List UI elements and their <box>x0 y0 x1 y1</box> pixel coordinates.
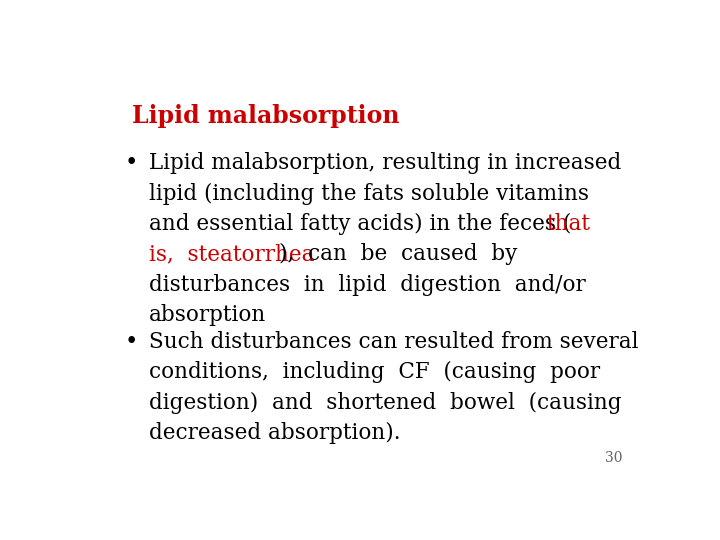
Text: absorption: absorption <box>148 304 266 326</box>
Text: Lipid malabsorption: Lipid malabsorption <box>132 104 400 129</box>
Text: conditions,  including  CF  (causing  poor: conditions, including CF (causing poor <box>148 361 600 383</box>
Text: Lipid malabsorption, resulting in increased: Lipid malabsorption, resulting in increa… <box>148 152 621 174</box>
Text: 30: 30 <box>606 451 623 465</box>
Text: that: that <box>546 213 590 235</box>
Text: ),  can  be  caused  by: ), can be caused by <box>279 243 517 265</box>
Text: •: • <box>125 152 138 174</box>
Text: disturbances  in  lipid  digestion  and/or: disturbances in lipid digestion and/or <box>148 274 585 295</box>
Text: lipid (including the fats soluble vitamins: lipid (including the fats soluble vitami… <box>148 183 588 205</box>
Text: decreased absorption).: decreased absorption). <box>148 422 400 444</box>
Text: digestion)  and  shortened  bowel  (causing: digestion) and shortened bowel (causing <box>148 392 621 414</box>
Text: is,  steatorrhea: is, steatorrhea <box>148 243 314 265</box>
Text: Such disturbances can resulted from several: Such disturbances can resulted from seve… <box>148 331 638 353</box>
Text: •: • <box>125 331 138 353</box>
Text: and essential fatty acids) in the feces (: and essential fatty acids) in the feces … <box>148 213 571 235</box>
